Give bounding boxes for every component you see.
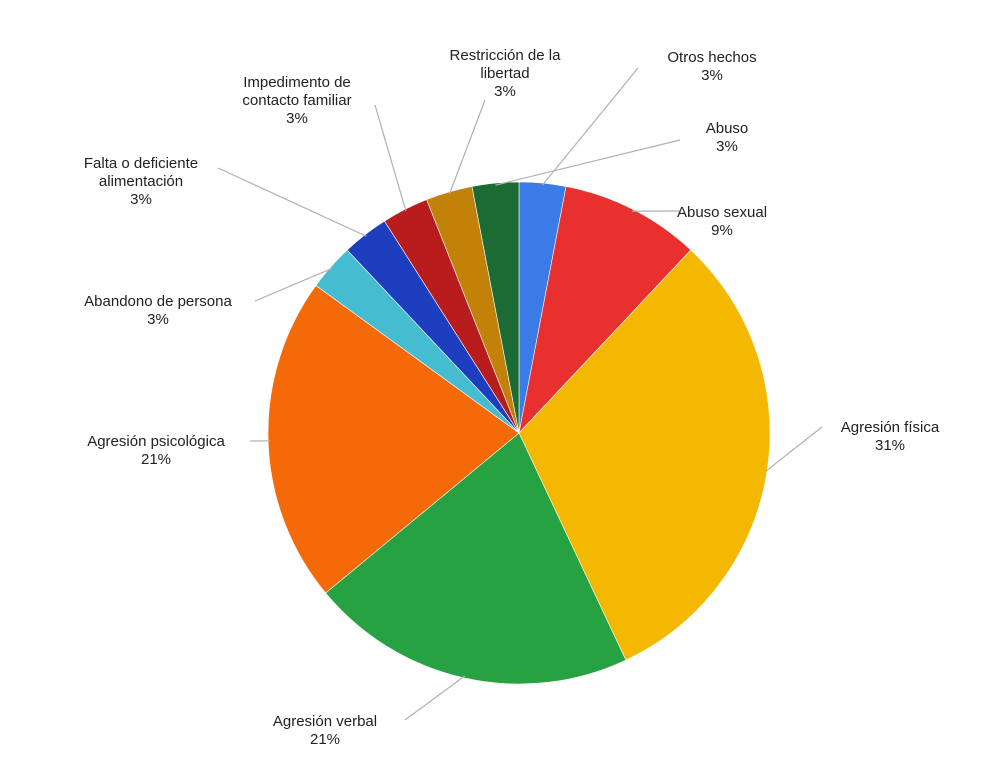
slice-label-5: Abandono de persona 3% [84,293,232,328]
slice-percent-3: 21% [310,731,340,748]
pie-slice-1 [518,186,692,434]
slice-label-line-2-0: Agresión física [841,419,940,436]
slice-percent-2: 31% [875,437,905,454]
slice-label-1: Abuso sexual 9% [677,204,767,239]
leader-line-8 [448,99,486,195]
slice-label-6: Falta o deficiente alimentación 3% [84,155,198,208]
leader-line-5 [254,267,333,302]
slice-label-line-9-0: Abuso [706,120,749,137]
slice-label-3: Agresión verbal 21% [273,713,377,748]
leader-lines-layer [217,67,823,721]
slice-label-line-0-0: Otros hechos [667,49,756,66]
slice-label-line-4-0: Agresión psicológica [87,433,225,450]
slice-label-line-7-1: contacto familiar [242,92,351,109]
slice-percent-6: 3% [130,191,152,208]
slice-label-line-3-0: Agresión verbal [273,713,377,730]
slice-label-line-5-0: Abandono de persona [84,293,232,310]
slice-label-4: Agresión psicológica 21% [87,433,225,468]
slice-percent-4: 21% [141,451,171,468]
leader-line-3 [404,675,466,721]
slice-label-line-8-1: libertad [480,65,529,82]
pie-slice-9 [471,181,520,434]
slice-percent-7: 3% [286,110,308,127]
slice-label-9: Abuso 3% [706,120,749,155]
leader-line-2 [764,426,823,473]
leader-line-0 [541,67,639,186]
slice-label-line-1-0: Abuso sexual [677,204,767,221]
slice-percent-5: 3% [147,311,169,328]
slice-label-8: Restricción de la libertad 3% [450,47,562,100]
slice-label-line-6-1: alimentación [99,173,183,190]
slice-percent-0: 3% [701,67,723,84]
leader-line-9 [495,139,681,186]
slice-label-line-8-0: Restricción de la [450,47,562,64]
labels-layer: Otros hechos 3%Abuso sexual 9%Agresión fís… [84,47,940,748]
leader-line-6 [217,167,367,237]
leader-line-7 [374,104,407,212]
slice-percent-8: 3% [494,83,516,100]
pie-slice-2 [518,249,771,661]
slice-percent-1: 9% [711,222,733,239]
slice-label-2: Agresión física 31% [841,419,940,454]
slice-label-line-7-0: Impedimento de [243,74,351,91]
slices-layer [267,181,771,685]
pie-slice-3 [325,432,627,685]
slice-label-0: Otros hechos 3% [667,49,756,84]
slice-label-line-6-0: Falta o deficiente [84,155,198,172]
slice-percent-9: 3% [716,138,738,155]
slice-label-7: Impedimento de contacto familiar 3% [242,74,351,127]
